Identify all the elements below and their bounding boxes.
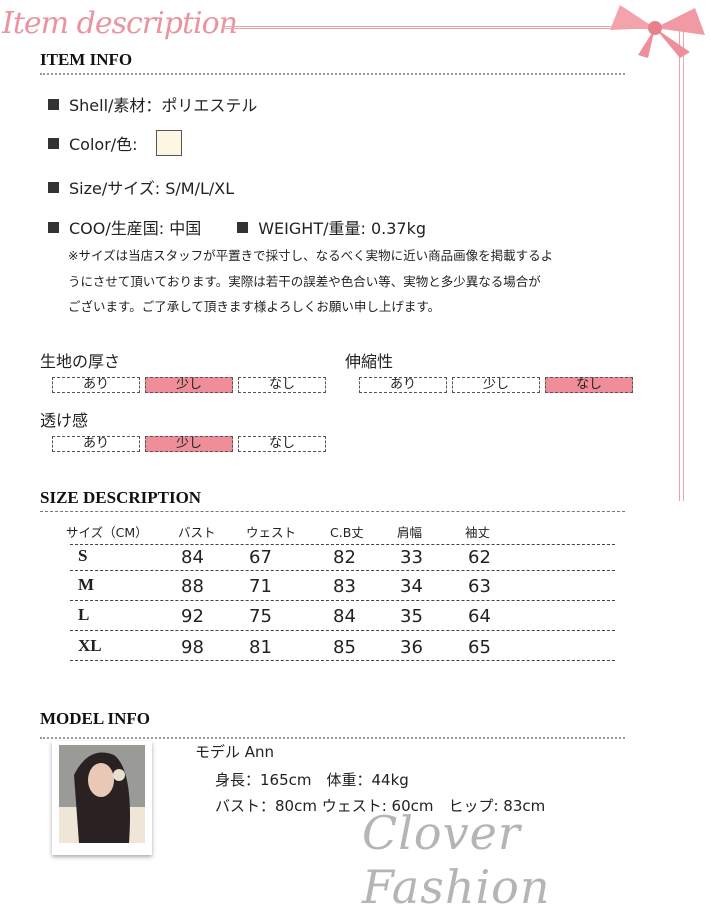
- bullet-icon: [237, 221, 249, 233]
- table-cell: XL: [78, 636, 102, 655]
- model-measurements-1: 身長：165cm 体重：44kg: [215, 771, 409, 789]
- ribbon-bow-icon: [610, 5, 705, 58]
- row-divider: [70, 600, 615, 601]
- note-line: ございます。ご了承して頂きます様よろしくお願い申し上げます。: [68, 299, 441, 314]
- table-header: ウェスト: [246, 525, 297, 540]
- table-cell: 35: [400, 606, 423, 627]
- bullet-icon: [48, 137, 59, 149]
- table-header: バスト: [178, 525, 216, 540]
- size-heading: SIZE DESCRIPTION: [40, 488, 202, 507]
- attribute-label: 透け感: [40, 411, 89, 430]
- color-swatch: [155, 130, 182, 156]
- table-cell: 33: [400, 547, 423, 568]
- divider: [40, 511, 625, 512]
- bullet-icon: [48, 181, 59, 193]
- color-row: Color/色:: [48, 130, 182, 156]
- row-divider: [70, 544, 615, 545]
- note-line: ※サイズは当店スタッフが平置きで採寸し、なるべく実物に近い商品画像を掲載するよ: [68, 248, 554, 263]
- table-cell: 65: [468, 637, 491, 658]
- shell-row: Shell/素材：ポリエステル: [48, 92, 257, 116]
- watermark-logo: Clover Fashion: [362, 806, 551, 914]
- table-cell: 63: [468, 576, 491, 597]
- size-note: ※サイズは当店スタッフが平置きで採寸し、なるべく実物に近い商品画像を掲載するよ …: [68, 243, 638, 320]
- coo-row: COO/生産国: 中国 WEIGHT/重量: 0.37kg: [48, 215, 426, 239]
- row-divider: [70, 630, 615, 631]
- table-cell: 98: [181, 637, 204, 658]
- table-cell: 92: [181, 606, 204, 627]
- table-header: 袖丈: [465, 525, 491, 540]
- table-cell: 62: [468, 547, 491, 568]
- model-photo: [59, 745, 145, 843]
- table-cell: M: [78, 575, 95, 594]
- attribute-option: なし: [545, 377, 633, 393]
- table-cell: 88: [181, 576, 204, 597]
- table-cell: 81: [249, 637, 272, 658]
- color-label: Color/色:: [69, 135, 138, 154]
- section-title: Item description: [2, 6, 238, 41]
- table-header: サイズ（CM）: [66, 525, 148, 540]
- shell-text: Shell/素材：ポリエステル: [69, 96, 258, 115]
- attribute-label: 伸縮性: [345, 352, 394, 371]
- row-divider: [70, 570, 615, 571]
- table-cell: 36: [400, 637, 423, 658]
- attribute-label: 生地の厚さ: [40, 352, 121, 371]
- ribbon-line-vertical: [679, 26, 684, 501]
- row-divider: [70, 660, 615, 661]
- table-cell: 34: [400, 576, 423, 597]
- table-cell: 83: [333, 576, 356, 597]
- table-cell: 67: [249, 547, 272, 568]
- attribute-option: なし: [238, 377, 326, 393]
- table-cell: 71: [249, 576, 272, 597]
- attribute-option: あり: [52, 377, 140, 393]
- table-header: C.B丈: [330, 525, 364, 540]
- table-cell: 84: [333, 606, 356, 627]
- coo-text: COO/生産国: 中国: [69, 219, 202, 238]
- divider: [40, 73, 625, 75]
- bullet-icon: [48, 98, 59, 110]
- attribute-option: 少し: [145, 436, 233, 452]
- bullet-icon: [48, 221, 59, 233]
- table-header: 肩幅: [397, 525, 423, 540]
- size-row: Size/サイズ: S/M/L/XL: [48, 175, 234, 199]
- ribbon-line: [222, 26, 684, 29]
- attribute-option: なし: [238, 436, 326, 452]
- size-text: Size/サイズ: S/M/L/XL: [69, 179, 235, 198]
- attribute-option: 少し: [145, 377, 233, 393]
- divider: [40, 737, 625, 739]
- table-cell: S: [78, 546, 88, 565]
- model-measurements-2: バスト：80cm ウェスト: 60cm ヒップ: 83cm: [215, 797, 546, 815]
- item-info-heading: ITEM INFO: [40, 50, 133, 69]
- model-heading: MODEL INFO: [40, 709, 151, 728]
- attribute-option: 少し: [452, 377, 540, 393]
- note-line: うにさせて頂いております。実際は若干の誤差や色合い等、実物と多少異なる場合が: [68, 273, 541, 289]
- weight-text: WEIGHT/重量: 0.37kg: [258, 219, 427, 238]
- table-cell: 85: [333, 637, 356, 658]
- model-name: モデル Ann: [195, 743, 275, 761]
- attribute-option: あり: [52, 436, 140, 452]
- table-cell: 84: [181, 547, 204, 568]
- table-cell: 64: [468, 606, 491, 627]
- table-cell: 82: [333, 547, 356, 568]
- table-cell: 75: [249, 606, 272, 627]
- table-cell: L: [78, 605, 90, 624]
- attribute-option: あり: [359, 377, 447, 393]
- model-photo-frame: [52, 741, 152, 855]
